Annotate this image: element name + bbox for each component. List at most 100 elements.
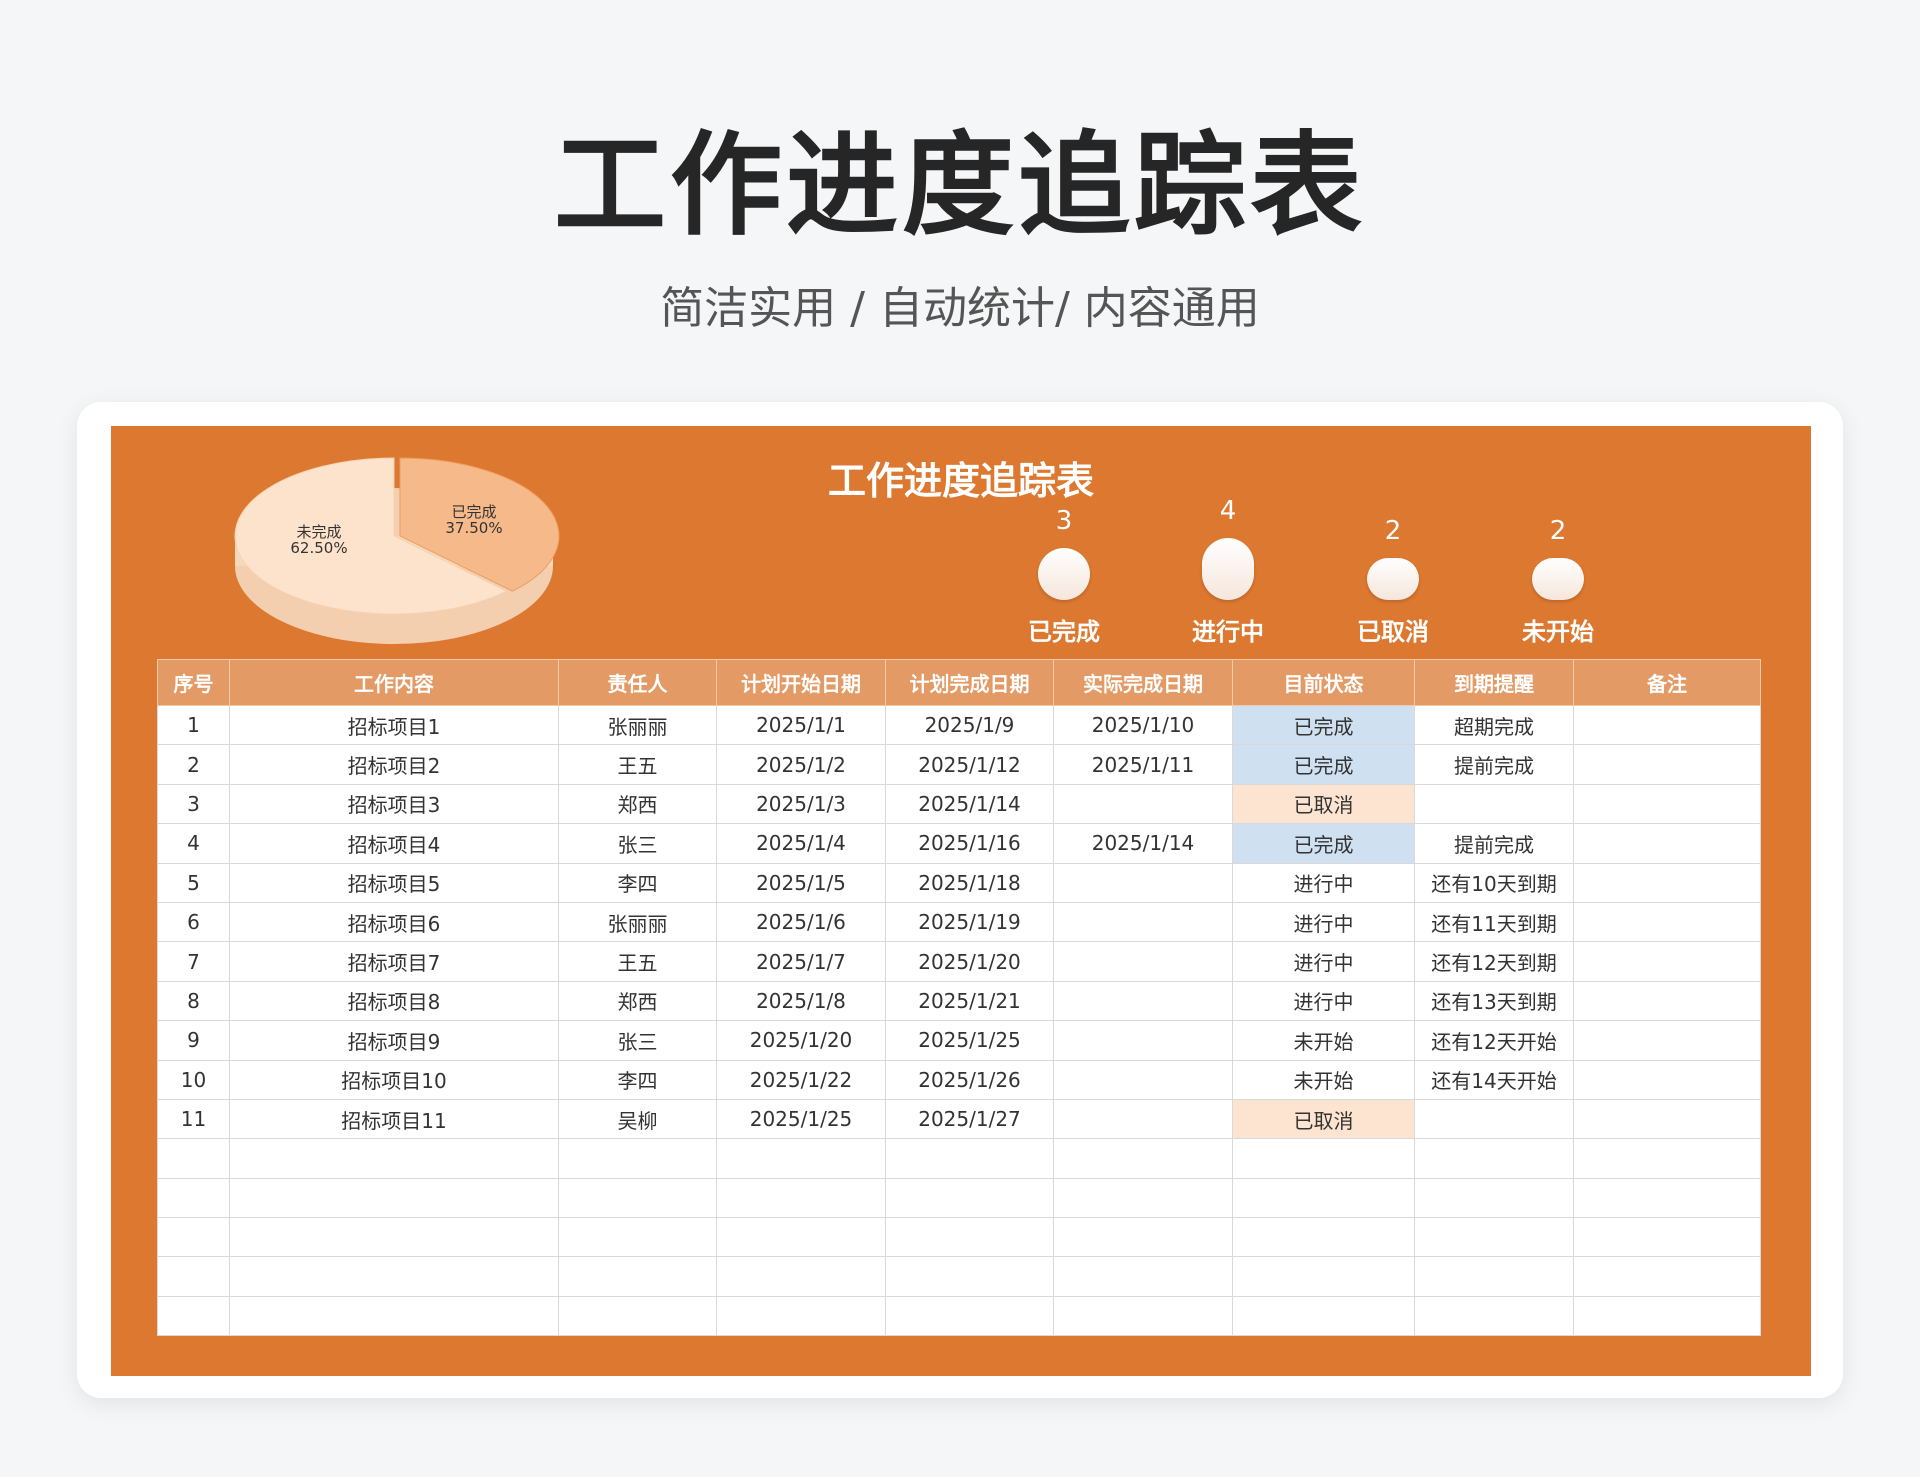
table-cell[interactable] [1053,1217,1233,1258]
table-cell[interactable]: 8 [157,980,230,1022]
table-cell[interactable] [1414,1256,1574,1297]
table-cell[interactable]: 2025/1/5 [716,862,886,903]
table-cell[interactable]: 已完成 [1232,823,1415,864]
table-cell[interactable]: 未开始 [1232,1059,1415,1100]
table-cell[interactable]: 2025/1/4 [716,823,886,864]
table-cell[interactable]: 还有11天到期 [1414,901,1574,943]
column-header[interactable]: 到期提醒 [1414,659,1574,706]
table-cell[interactable] [1573,823,1761,864]
table-cell[interactable]: 超期完成 [1414,704,1574,746]
table-cell[interactable] [1414,1295,1574,1337]
table-cell[interactable] [1232,1177,1415,1219]
table-cell[interactable]: 招标项目10 [229,1059,559,1100]
table-cell[interactable] [1232,1256,1415,1297]
table-cell[interactable]: 郑西 [558,980,717,1022]
table-cell[interactable]: 1 [157,704,230,746]
table-cell[interactable]: 2025/1/14 [1053,823,1233,864]
table-cell[interactable] [885,1177,1054,1219]
table-cell[interactable]: 张丽丽 [558,901,717,943]
table-cell[interactable]: 2025/1/14 [885,783,1054,825]
table-cell[interactable] [1573,1098,1761,1140]
table-cell[interactable]: 4 [157,823,230,864]
table-cell[interactable]: 张丽丽 [558,704,717,746]
table-cell[interactable] [1053,1295,1233,1337]
table-cell[interactable]: 2025/1/2 [716,744,886,785]
table-cell[interactable] [558,1256,717,1297]
table-cell[interactable] [229,1138,559,1179]
table-cell[interactable] [229,1217,559,1258]
table-cell[interactable] [1232,1295,1415,1337]
table-cell[interactable]: 已取消 [1232,783,1415,825]
table-cell[interactable] [885,1295,1054,1337]
table-cell[interactable] [1053,1138,1233,1179]
table-cell[interactable]: 2025/1/16 [885,823,1054,864]
table-cell[interactable] [1414,1177,1574,1219]
table-cell[interactable]: 9 [157,1020,230,1061]
table-cell[interactable] [157,1177,230,1219]
table-cell[interactable]: 2025/1/20 [716,1020,886,1061]
column-header[interactable]: 计划完成日期 [885,659,1054,706]
table-cell[interactable]: 2025/1/22 [716,1059,886,1100]
table-cell[interactable] [1414,1138,1574,1179]
table-cell[interactable] [229,1177,559,1219]
table-cell[interactable] [1053,862,1233,903]
table-cell[interactable]: 招标项目8 [229,980,559,1022]
table-cell[interactable] [716,1295,886,1337]
table-cell[interactable] [1573,901,1761,943]
table-cell[interactable]: 还有12天到期 [1414,941,1574,982]
table-cell[interactable] [1573,980,1761,1022]
table-cell[interactable] [558,1295,717,1337]
table-cell[interactable] [558,1138,717,1179]
table-cell[interactable] [229,1256,559,1297]
table-cell[interactable] [229,1295,559,1337]
table-cell[interactable]: 2025/1/3 [716,783,886,825]
table-cell[interactable] [157,1138,230,1179]
table-cell[interactable] [1414,1098,1574,1140]
table-cell[interactable] [716,1138,886,1179]
column-header[interactable]: 备注 [1573,659,1761,706]
table-cell[interactable] [1053,980,1233,1022]
table-cell[interactable] [716,1217,886,1258]
table-cell[interactable] [1573,1020,1761,1061]
table-cell[interactable] [1573,704,1761,746]
table-cell[interactable] [558,1217,717,1258]
table-cell[interactable]: 已完成 [1232,704,1415,746]
column-header[interactable]: 计划开始日期 [716,659,886,706]
table-cell[interactable] [1573,1177,1761,1219]
table-cell[interactable]: 2025/1/9 [885,704,1054,746]
table-cell[interactable]: 2025/1/6 [716,901,886,943]
table-cell[interactable]: 6 [157,901,230,943]
table-cell[interactable]: 2025/1/7 [716,941,886,982]
table-cell[interactable]: 吴柳 [558,1098,717,1140]
column-header[interactable]: 工作内容 [229,659,559,706]
table-cell[interactable] [716,1256,886,1297]
table-cell[interactable] [157,1217,230,1258]
table-cell[interactable] [1573,1217,1761,1258]
table-cell[interactable]: 提前完成 [1414,744,1574,785]
table-cell[interactable] [1573,1138,1761,1179]
table-cell[interactable]: 李四 [558,1059,717,1100]
table-cell[interactable]: 招标项目5 [229,862,559,903]
table-cell[interactable] [1053,1020,1233,1061]
table-cell[interactable] [1053,1098,1233,1140]
column-header[interactable]: 目前状态 [1232,659,1415,706]
table-cell[interactable]: 提前完成 [1414,823,1574,864]
table-cell[interactable]: 2025/1/1 [716,704,886,746]
table-cell[interactable]: 2025/1/20 [885,941,1054,982]
table-cell[interactable]: 进行中 [1232,862,1415,903]
table-cell[interactable] [1573,1295,1761,1337]
table-cell[interactable]: 还有14天开始 [1414,1059,1574,1100]
table-cell[interactable]: 2025/1/19 [885,901,1054,943]
table-cell[interactable] [157,1256,230,1297]
table-cell[interactable]: 2025/1/27 [885,1098,1054,1140]
table-cell[interactable]: 10 [157,1059,230,1100]
table-cell[interactable] [1053,783,1233,825]
table-cell[interactable] [1232,1217,1415,1258]
table-cell[interactable]: 招标项目6 [229,901,559,943]
table-cell[interactable] [1232,1138,1415,1179]
table-cell[interactable]: 郑西 [558,783,717,825]
table-cell[interactable] [1573,941,1761,982]
table-cell[interactable]: 张三 [558,823,717,864]
table-cell[interactable]: 未开始 [1232,1020,1415,1061]
table-cell[interactable] [885,1217,1054,1258]
